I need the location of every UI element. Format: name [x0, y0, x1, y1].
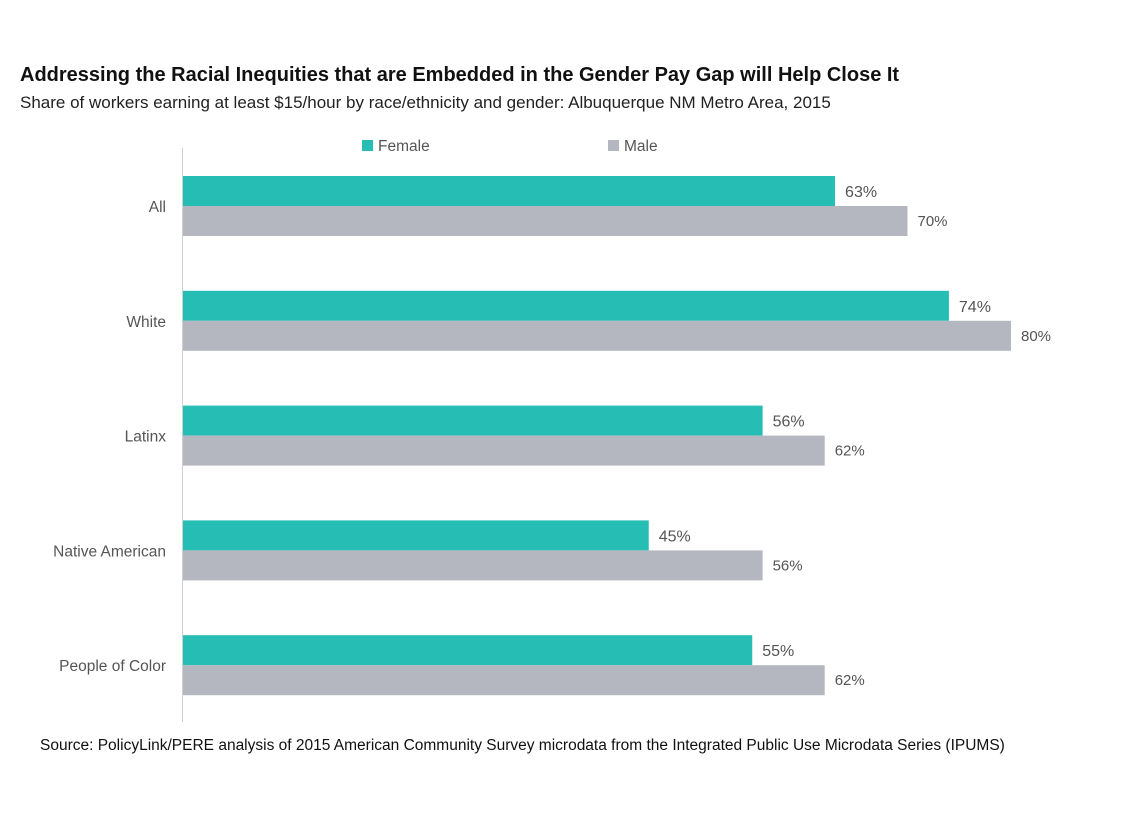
value-label-male: 80%: [1021, 328, 1051, 345]
legend-label-male: Male: [624, 138, 658, 155]
legend-swatch-male: [608, 140, 619, 151]
value-label-male: 62%: [835, 672, 865, 689]
value-label-male: 70%: [918, 213, 948, 230]
category-label: Native American: [53, 543, 166, 560]
chart-title: Addressing the Racial Inequities that ar…: [20, 64, 900, 86]
bar-male: [183, 665, 825, 696]
bar-male: [183, 550, 763, 581]
legend-swatch-female: [362, 140, 373, 151]
chart-source: Source: PolicyLink/PERE analysis of 2015…: [40, 737, 1005, 754]
value-label-female: 45%: [659, 528, 691, 545]
category-label: Latinx: [125, 429, 167, 446]
chart-subtitle: Share of workers earning at least $15/ho…: [20, 93, 831, 112]
value-label-female: 74%: [959, 299, 991, 316]
bar-female: [183, 176, 836, 206]
value-label-male: 56%: [773, 557, 803, 574]
legend-label-female: Female: [378, 138, 430, 155]
bar-male: [183, 320, 1011, 351]
category-label: People of Color: [59, 658, 166, 675]
value-label-male: 62%: [835, 443, 865, 460]
bar-male: [183, 206, 908, 236]
category-label: All: [149, 199, 166, 216]
bar-female: [183, 405, 763, 436]
bar-female: [183, 520, 649, 551]
bar-male: [183, 435, 825, 466]
bar-female: [183, 635, 753, 666]
value-label-female: 56%: [773, 414, 805, 431]
value-label-female: 55%: [762, 643, 794, 660]
category-label: White: [126, 314, 166, 331]
value-label-female: 63%: [845, 184, 877, 201]
bar-female: [183, 290, 949, 321]
